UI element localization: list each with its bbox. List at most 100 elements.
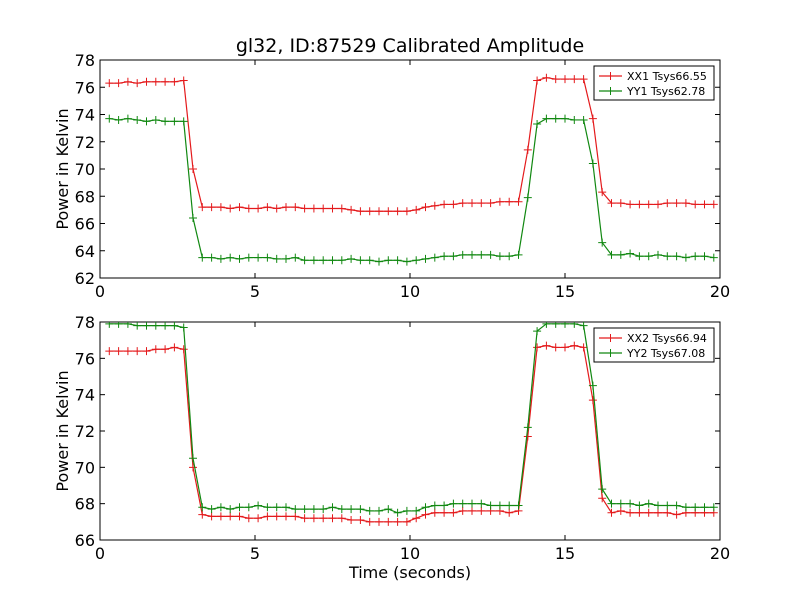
data-point: [663, 508, 672, 517]
data-point: [375, 257, 383, 266]
data-point: [179, 76, 188, 85]
data-point: [579, 322, 588, 330]
y-axis-label: Power in Kelvin: [53, 108, 72, 229]
data-point: [235, 203, 244, 212]
data-point: [300, 505, 309, 514]
data-point: [189, 463, 197, 472]
series-2: [105, 322, 718, 517]
data-point: [402, 506, 411, 515]
data-point: [235, 254, 244, 263]
data-point: [440, 252, 449, 261]
data-point: [384, 256, 393, 265]
data-point: [235, 512, 244, 521]
data-point: [626, 499, 635, 508]
data-point: [644, 200, 653, 209]
data-point: [672, 510, 681, 519]
x-tick-label: 5: [250, 282, 260, 301]
data-point: [495, 197, 504, 206]
x-tick-label: 5: [250, 544, 260, 563]
data-point: [514, 501, 523, 510]
x-tick-label: 10: [400, 282, 420, 301]
data-point: [105, 114, 114, 123]
data-point: [402, 517, 411, 526]
data-point: [654, 508, 662, 517]
data-point: [198, 203, 207, 212]
data-point: [672, 199, 681, 208]
data-point: [449, 499, 458, 508]
data-point: [244, 204, 253, 213]
data-point: [216, 254, 225, 263]
data-point: [263, 253, 272, 262]
data-point: [681, 199, 690, 208]
data-point: [235, 503, 244, 512]
data-point: [375, 506, 383, 515]
data-point: [412, 506, 421, 515]
data-point: [626, 249, 635, 258]
data-point: [161, 322, 170, 330]
data-point: [579, 75, 588, 84]
data-point: [207, 253, 216, 262]
legend-marker: [606, 72, 615, 80]
data-point: [430, 201, 439, 210]
data-point: [551, 343, 560, 352]
data-point: [598, 485, 607, 494]
data-point: [700, 200, 709, 209]
data-point: [207, 512, 216, 521]
data-point: [430, 253, 439, 262]
data-point: [356, 207, 365, 216]
plots-group: 0 5 10 15 20 62 64 66 68 70 72 74 76 78 Power in Kelvi…: [53, 51, 730, 582]
data-point: [598, 494, 607, 503]
data-point: [300, 514, 309, 523]
data-point: [477, 506, 486, 515]
data-point: [263, 203, 272, 212]
data-point: [551, 322, 560, 328]
data-point: [523, 145, 532, 154]
legend-entry: XX1 Tsys66.55: [627, 70, 707, 83]
data-point: [282, 503, 290, 512]
data-point: [542, 341, 551, 350]
data-point: [505, 508, 514, 517]
y-tick-label: 72: [75, 133, 95, 152]
data-point: [635, 508, 644, 517]
data-point: [170, 343, 179, 352]
data-point: [226, 512, 235, 521]
data-point: [551, 75, 560, 84]
data-point: [226, 253, 235, 262]
data-point: [579, 115, 588, 124]
data-point: [542, 322, 551, 328]
data-point: [635, 252, 644, 261]
data-point: [458, 199, 467, 208]
data-point: [505, 252, 514, 261]
data-point: [198, 503, 207, 512]
data-point: [561, 343, 569, 352]
data-point: [421, 254, 430, 263]
y-axis-label: Power in Kelvin: [53, 370, 72, 491]
data-point: [309, 204, 318, 213]
data-point: [123, 322, 132, 328]
data-point: [635, 200, 644, 209]
data-point: [179, 323, 188, 332]
data-point: [365, 207, 374, 216]
data-point: [570, 75, 579, 84]
legend: XX1 Tsys66.55 YY1 Tsys62.78: [593, 65, 715, 101]
data-point: [207, 505, 216, 514]
data-point: [402, 257, 411, 266]
data-point: [198, 253, 207, 262]
data-point: [161, 117, 170, 126]
data-point: [691, 503, 700, 512]
data-point: [691, 200, 700, 209]
data-point: [328, 514, 337, 523]
data-point: [598, 238, 607, 247]
data-point: [337, 514, 346, 523]
data-point: [691, 252, 700, 261]
data-point: [161, 345, 170, 354]
data-point: [244, 503, 253, 512]
data-point: [319, 505, 328, 514]
legend-entry: XX2 Tsys66.94: [627, 332, 707, 345]
data-point: [170, 117, 179, 126]
data-point: [579, 343, 588, 352]
data-point: [337, 256, 346, 265]
data-point: [309, 256, 318, 265]
data-point: [654, 200, 662, 209]
